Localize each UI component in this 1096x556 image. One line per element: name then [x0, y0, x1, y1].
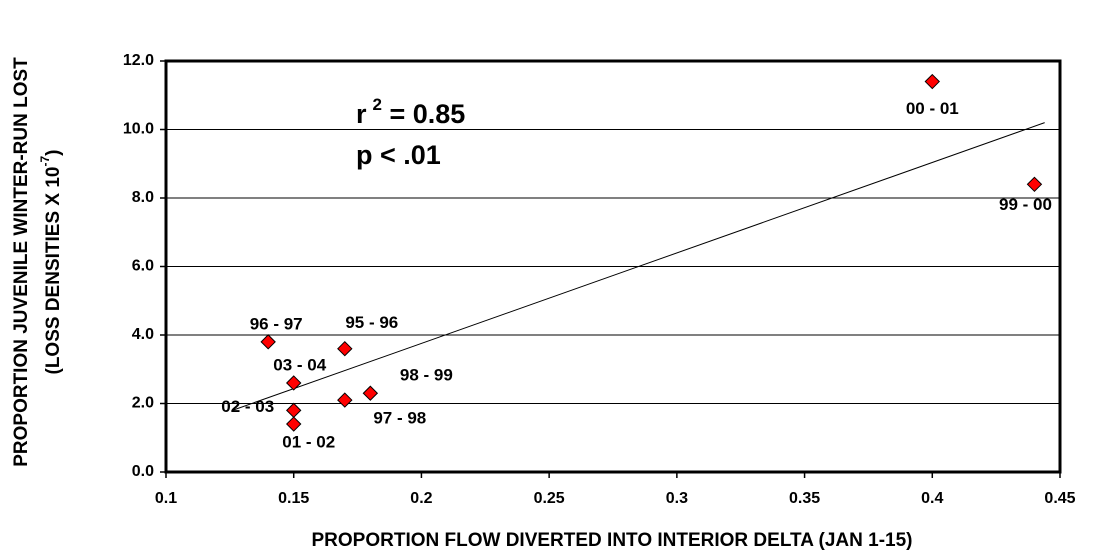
y-axis-title: PROPORTION JUVENILE WINTER-RUN LOST — [11, 57, 32, 467]
r2-sup: 2 — [373, 95, 382, 114]
point-label: 03 - 04 — [273, 355, 326, 374]
y-tick-label: 0.0 — [132, 463, 154, 480]
y-tick-label: 8.0 — [132, 189, 154, 206]
y-tick-label: 12.0 — [123, 52, 154, 69]
point — [337, 340, 353, 357]
y-tick-label: 6.0 — [132, 258, 154, 275]
point — [286, 375, 302, 391]
r2-rest: = 0.85 — [382, 99, 465, 129]
point — [286, 402, 302, 419]
y-title-base: (LOSS DENSITIES X 10 — [43, 167, 64, 375]
x-tick-label: 0.3 — [666, 490, 688, 507]
point — [362, 385, 379, 401]
x-tick-label: 0.2 — [410, 490, 432, 507]
point — [260, 334, 276, 350]
point — [337, 392, 353, 408]
y-title-end: ) — [43, 150, 64, 156]
y-tick-label: 4.0 — [132, 326, 154, 343]
x-tick-label: 0.4 — [921, 490, 943, 507]
y-title-sup: -7 — [38, 156, 52, 167]
trendline — [232, 122, 1045, 411]
point-label: 95 - 96 — [345, 313, 398, 332]
plot-border — [164, 59, 1062, 474]
point — [286, 416, 302, 432]
x-tick-label: 0.35 — [789, 490, 820, 507]
y-tick-label: 10.0 — [123, 121, 154, 138]
x-tick-label: 0.1 — [155, 490, 177, 507]
point-label: 96 - 97 — [250, 314, 303, 333]
point-label: 97 - 98 — [373, 409, 426, 428]
point-label: 99 - 00 — [999, 195, 1052, 214]
x-tick-label: 0.15 — [278, 490, 309, 507]
point-label: 02 - 03 — [221, 397, 274, 416]
point-label: 00 - 01 — [906, 99, 959, 118]
point-label: 01 - 02 — [282, 433, 335, 452]
point — [924, 73, 940, 90]
x-tick-label: 0.25 — [534, 490, 565, 507]
x-axis-title: PROPORTION FLOW DIVERTED INTO INTERIOR D… — [312, 530, 913, 551]
point-label: 98 - 99 — [400, 366, 453, 385]
y-axis-title-2: (LOSS DENSITIES X 10-7) — [38, 150, 64, 375]
y-tick-label: 2.0 — [132, 395, 154, 412]
x-tick-label: 0.45 — [1044, 490, 1075, 507]
point — [1026, 176, 1043, 193]
r2-base: r — [356, 99, 367, 129]
p-annotation: p < .01 — [356, 140, 441, 170]
